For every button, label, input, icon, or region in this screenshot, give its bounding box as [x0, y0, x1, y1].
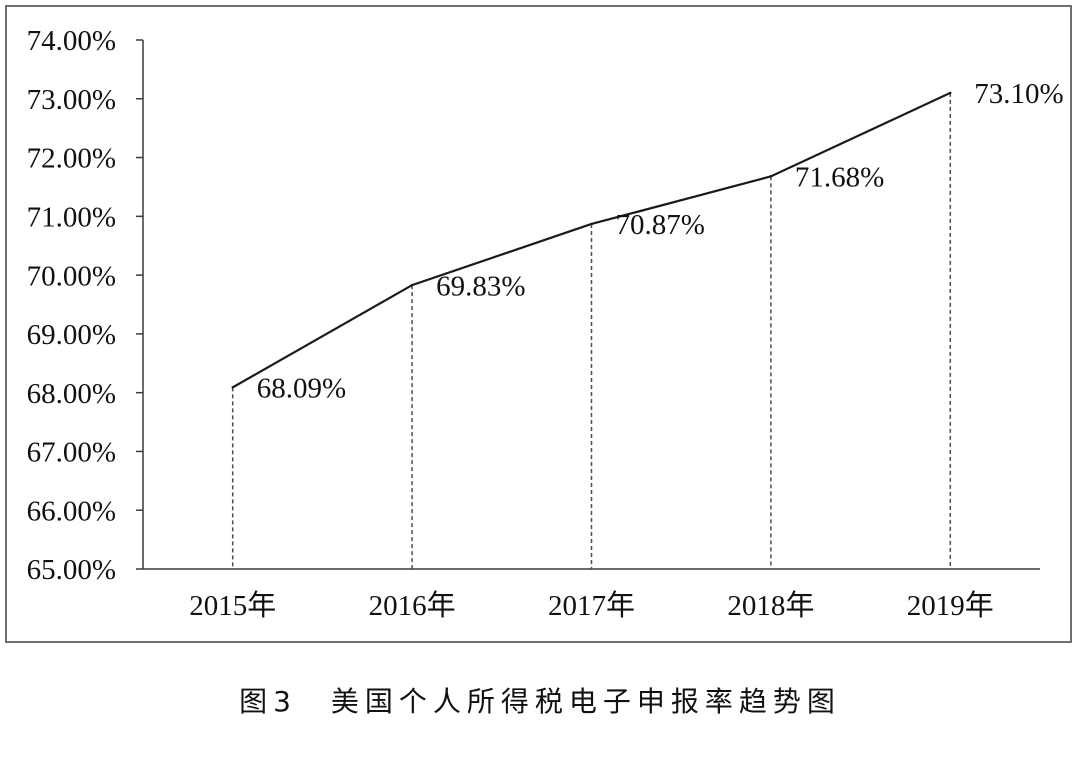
- x-tick-label: 2017年: [548, 589, 635, 622]
- y-tick-label: 67.00%: [27, 437, 116, 469]
- data-point: [231, 386, 234, 389]
- series: [231, 91, 952, 389]
- data-point: [590, 222, 593, 226]
- data-label: 68.09%: [257, 373, 346, 405]
- data-point: [410, 283, 414, 287]
- y-tick-label: 72.00%: [27, 143, 116, 175]
- y-tick-label: 69.00%: [27, 319, 116, 351]
- x-tick-label: 2019年: [907, 589, 994, 622]
- chart-frame: [5, 5, 1072, 643]
- y-tick-label: 66.00%: [27, 495, 116, 527]
- data-point: [949, 91, 952, 95]
- data-labels: 68.09% 69.83% 70.87% 71.68% 73.10%: [257, 78, 1064, 404]
- y-tick-label: 65.00%: [27, 554, 116, 586]
- axes: 65.00% 66.00% 67.00% 68.00% 69.00% 70.00% 71.0…: [27, 25, 1040, 622]
- data-label: 70.87%: [616, 209, 705, 241]
- x-tick-label: 2018年: [727, 589, 814, 622]
- y-tick-label: 74.00%: [27, 25, 116, 57]
- y-tick-label: 68.00%: [27, 378, 116, 410]
- data-label: 69.83%: [436, 270, 525, 302]
- y-tick-label: 73.00%: [27, 84, 116, 116]
- figure-caption: 图3 美国个人所得税电子申报率趋势图: [239, 685, 841, 718]
- x-tick-label: 2015年: [189, 589, 276, 622]
- data-label: 73.10%: [974, 78, 1063, 110]
- data-label: 71.68%: [795, 162, 884, 194]
- x-tick-label: 2016年: [369, 589, 456, 622]
- drop-lines: [231, 92, 952, 569]
- y-tick-label: 70.00%: [27, 260, 116, 292]
- data-point: [769, 175, 773, 178]
- y-tick-label: 71.00%: [27, 201, 116, 233]
